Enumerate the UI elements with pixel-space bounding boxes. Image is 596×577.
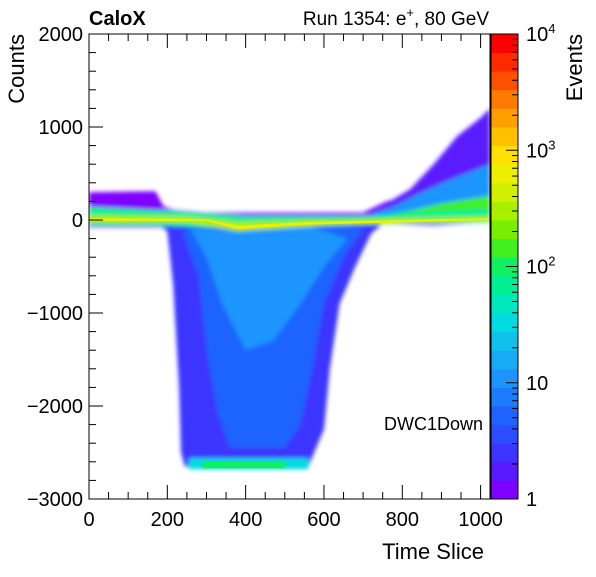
y-tick-label: −2000 [27,396,83,418]
color-bar-segment [491,71,518,91]
color-bar-segment [491,164,518,184]
plot-border [88,33,491,500]
color-bar-segment [491,201,518,221]
z-tick-label: 10 [526,373,548,395]
rise-tail-mid [371,164,490,217]
run-label-suffix: , 80 GeV [414,9,489,30]
y-tick-label: 0 [72,210,83,232]
z-tick-base: 1 [526,489,537,511]
x-tick-label: 400 [229,509,262,531]
z-tick-exp: 3 [548,137,555,152]
rise-tail-outer [363,108,490,215]
z-tick-base: 10 [526,257,548,279]
x-tick-label: 800 [386,509,419,531]
z-tick-label: 102 [526,254,555,279]
z-axis-title: Events [562,34,587,101]
z-tick-exp: 2 [548,254,555,269]
color-bar-segment [491,461,518,481]
color-bar-segment [491,257,518,277]
color-bar-segment [491,350,518,370]
y-tick-label: −1000 [27,303,83,325]
color-bar-segment [491,313,518,332]
color-bar-segment [491,424,518,444]
color-bar-segment [491,34,518,53]
run-label-prefix: Run 1354: e [303,9,407,30]
y-axis-title: Counts [4,34,29,104]
baseline-core-wide [89,207,490,230]
color-bar-segment [491,480,518,500]
z-tick-label: 1 [526,489,537,511]
z-tick-base: 10 [526,140,548,162]
channel-annotation: DWC1Down [384,414,483,434]
baseline-peak [89,218,490,230]
color-bar-segment [491,294,518,314]
z-tick-exp: 4 [548,21,555,36]
z-tick-base: 10 [526,373,548,395]
color-bar-segment [491,238,518,258]
pulse-floor-core [202,461,285,469]
color-bar-segment [491,127,518,146]
density-layer [89,108,490,470]
experiment-label: CaloX [89,8,146,30]
color-bar-segment [491,368,518,388]
y-tick-label: 2000 [39,24,84,46]
x-tick-label: 200 [151,509,184,531]
y-tick-label: −3000 [27,489,83,511]
color-bar-segment [491,220,518,239]
color-bar-segment [491,52,518,72]
color-bar-segment [491,331,518,351]
x-tick-label: 1000 [458,509,503,531]
color-bar-segment [491,89,518,109]
x-axis-title: Time Slice [382,539,484,564]
color-bar-segment [491,387,518,407]
color-bar-segment [491,406,518,425]
x-tick-label: 600 [307,509,340,531]
y-axis: −3000 −2000 −1000 0 1000 2000 [27,24,103,511]
pulse-envelope-core [190,225,348,351]
x-tick-label: 0 [83,509,94,531]
run-label: Run 1354: e+, 80 GeV [303,5,489,30]
z-tick-label: 104 [526,21,555,46]
x-axis: 0 200 400 600 800 1000 [83,34,503,531]
z-tick-label: 103 [526,137,555,162]
color-bar-segment [491,275,518,295]
color-bar-segment [491,182,518,202]
color-bar-segment [491,443,518,463]
run-label-superscript: + [406,5,414,20]
color-bar-segment [491,108,518,128]
z-tick-base: 10 [526,24,548,46]
y-tick-label: 1000 [39,117,84,139]
